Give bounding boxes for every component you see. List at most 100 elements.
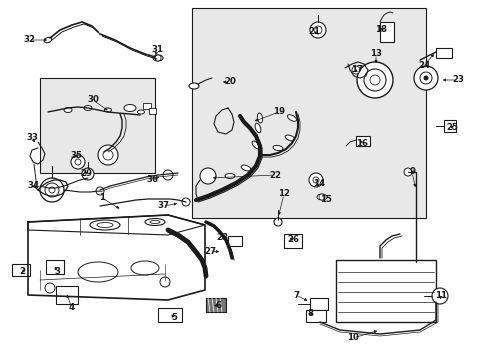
Bar (443, 120, 455, 132)
Circle shape (419, 72, 431, 84)
Bar (12, 264, 30, 276)
Circle shape (363, 69, 385, 91)
Text: 6: 6 (215, 301, 221, 310)
Text: 26: 26 (286, 235, 298, 244)
Circle shape (71, 155, 85, 169)
Circle shape (40, 178, 64, 202)
Text: 21: 21 (307, 27, 319, 36)
Text: 15: 15 (320, 195, 331, 204)
Circle shape (96, 187, 104, 195)
Ellipse shape (97, 222, 113, 228)
Bar (158, 308, 182, 322)
Bar (46, 260, 64, 274)
Ellipse shape (90, 220, 120, 230)
Circle shape (45, 183, 59, 197)
Circle shape (318, 194, 325, 200)
Circle shape (413, 66, 437, 90)
Ellipse shape (78, 262, 118, 282)
Text: 34: 34 (28, 181, 40, 190)
Ellipse shape (84, 105, 92, 111)
Circle shape (313, 26, 321, 34)
Bar (40, 78, 155, 173)
Text: 31: 31 (151, 45, 163, 54)
Circle shape (98, 145, 118, 165)
Text: 35: 35 (70, 150, 82, 159)
Ellipse shape (285, 135, 294, 141)
Text: 33: 33 (26, 132, 38, 141)
Circle shape (369, 75, 379, 85)
Ellipse shape (131, 261, 159, 275)
Bar (355, 136, 369, 146)
Bar (149, 108, 156, 114)
Ellipse shape (255, 123, 261, 133)
Circle shape (103, 150, 113, 160)
Ellipse shape (44, 37, 52, 43)
Circle shape (182, 198, 190, 206)
Bar (335, 260, 435, 322)
Circle shape (160, 277, 170, 287)
Text: 30: 30 (87, 95, 99, 104)
Bar (227, 236, 242, 246)
Text: 22: 22 (268, 171, 281, 180)
Ellipse shape (251, 141, 260, 149)
Circle shape (155, 55, 161, 61)
Text: 12: 12 (278, 189, 289, 198)
Circle shape (309, 22, 325, 38)
Text: 14: 14 (312, 179, 325, 188)
Ellipse shape (287, 115, 296, 121)
Text: 5: 5 (171, 314, 177, 323)
Ellipse shape (124, 104, 136, 112)
Circle shape (163, 170, 173, 180)
Ellipse shape (150, 220, 160, 224)
Circle shape (200, 168, 216, 184)
Text: 36: 36 (146, 175, 158, 184)
Circle shape (308, 173, 323, 187)
Text: 32: 32 (23, 36, 35, 45)
Bar (56, 286, 78, 304)
Circle shape (49, 187, 55, 193)
Bar (142, 103, 151, 109)
Ellipse shape (257, 113, 262, 123)
Ellipse shape (137, 110, 144, 114)
Circle shape (312, 177, 318, 183)
Circle shape (82, 168, 94, 180)
Text: 24: 24 (417, 60, 429, 69)
Circle shape (45, 283, 55, 293)
Text: 3: 3 (54, 267, 60, 276)
Text: 27: 27 (203, 247, 216, 256)
Circle shape (423, 76, 427, 80)
Ellipse shape (316, 194, 326, 200)
Circle shape (75, 159, 81, 165)
Circle shape (403, 168, 411, 176)
Ellipse shape (153, 55, 163, 61)
Text: 11: 11 (434, 291, 446, 300)
Text: 8: 8 (306, 309, 312, 318)
Ellipse shape (145, 219, 164, 225)
Bar (284, 234, 302, 248)
Text: 17: 17 (350, 66, 362, 75)
Ellipse shape (241, 165, 250, 171)
Text: 4: 4 (69, 303, 75, 312)
Ellipse shape (104, 108, 111, 112)
Text: 10: 10 (346, 333, 358, 342)
Text: 19: 19 (272, 108, 285, 117)
Circle shape (351, 66, 359, 74)
Text: 28: 28 (216, 233, 227, 242)
Ellipse shape (272, 145, 283, 150)
Bar (435, 48, 451, 58)
Text: 13: 13 (369, 49, 381, 58)
Circle shape (431, 288, 447, 304)
Text: 23: 23 (451, 76, 463, 85)
Text: 16: 16 (355, 139, 367, 148)
Circle shape (356, 62, 392, 98)
Bar (205, 298, 225, 312)
Text: 1: 1 (99, 194, 105, 202)
Bar (305, 310, 325, 322)
Ellipse shape (224, 174, 235, 179)
Text: 25: 25 (445, 122, 457, 131)
Ellipse shape (189, 83, 199, 89)
Text: 9: 9 (408, 167, 414, 176)
Text: 18: 18 (374, 26, 386, 35)
Bar (309, 298, 327, 310)
Text: 29: 29 (80, 168, 92, 177)
